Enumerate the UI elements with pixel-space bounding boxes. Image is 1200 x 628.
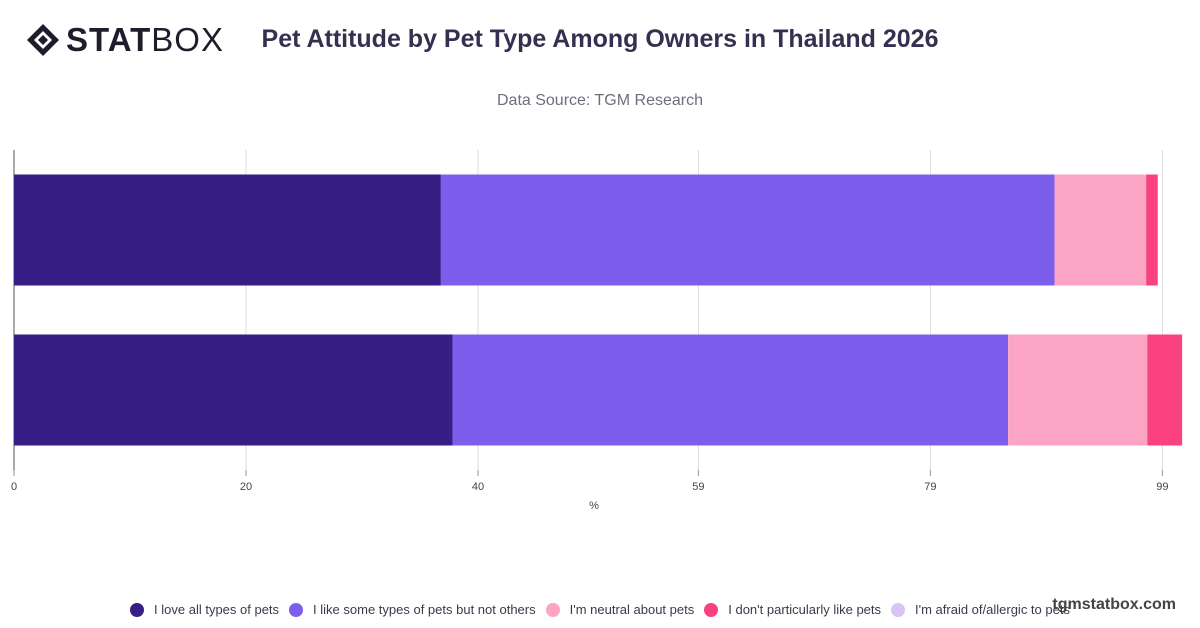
legend-label: I love all types of pets [154,602,280,617]
x-tick-label: 99 [1156,481,1168,493]
x-tick-label: 79 [924,481,936,493]
legend-label: I don't particularly like pets [728,602,882,617]
bar-segment [14,174,441,286]
legend-swatch [704,602,719,617]
stacked-bar-chart: 0 20 40 59 79 99% [11,150,1183,512]
legend-label: I'm afraid of/allergic to pets [915,602,1070,617]
x-tick-label: 59 [692,481,704,493]
x-tick-label: 40 [472,481,484,493]
watermark: tgmstatbox.com [1052,596,1176,613]
logo-wordmark: STATBOX [66,21,224,58]
legend-item[interactable]: I'm neutral about pets [545,602,695,617]
legend-item[interactable]: I like some types of pets but not others [289,602,536,617]
legend-label: I like some types of pets but not others [313,602,536,617]
legend-swatch [891,602,906,617]
bar-segment [440,174,1055,286]
legend-item[interactable]: I don't particularly like pets [704,602,881,617]
bar-segment [1008,334,1148,446]
chart-legend: I love all types of pets I like some type… [0,602,1200,617]
legend-swatch [289,602,304,617]
chart-title: Pet Attitude by Pet Type Among Owners in… [261,25,939,53]
x-tick-label: 20 [240,481,252,493]
bar-segment [14,334,453,446]
diamond-logo-icon [27,24,59,56]
bar-segment [1146,174,1158,286]
bar-segment [1147,334,1183,446]
x-axis-label: % [589,500,599,512]
bar-segment [1054,174,1147,286]
statbox-logo: STATBOX [26,22,224,58]
bar-segment [452,334,1009,446]
legend-label: I'm neutral about pets [569,602,695,617]
legend-swatch [130,602,145,617]
x-tick-label: 0 [11,481,17,493]
chart-subtitle: Data Source: TGM Research [496,92,703,109]
legend-item[interactable]: I'm afraid of/allergic to pets [891,602,1070,617]
legend-swatch [545,602,560,617]
legend-item[interactable]: I love all types of pets [130,602,279,617]
